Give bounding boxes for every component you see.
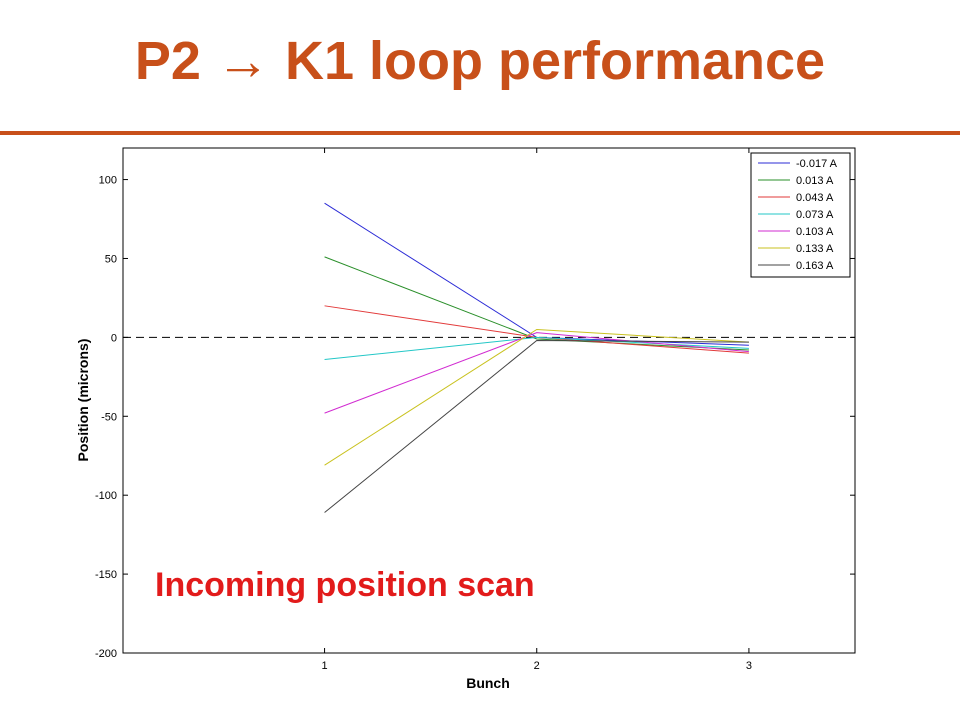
x-tick-label: 1: [322, 660, 328, 672]
series-line-6: [324, 328, 749, 466]
legend-label-2: 0.013 A: [796, 175, 834, 187]
series-line-7: [324, 340, 749, 513]
y-tick-label: 50: [105, 253, 117, 265]
legend-box: [750, 152, 851, 278]
y-axis-label: Position (microns): [75, 339, 91, 462]
title-divider: [0, 131, 960, 135]
y-tick-label: 100: [99, 175, 117, 187]
legend-label-3: 0.043 A: [796, 192, 834, 204]
series-line-2: [324, 256, 749, 351]
series-lines: [324, 202, 749, 513]
y-tick-label: -200: [95, 648, 117, 660]
y-tick-label: -50: [101, 411, 117, 423]
y-tick-label: 0: [111, 332, 117, 344]
slide-title: P2 → K1 loop performance: [134, 31, 826, 91]
plot-frame: [122, 147, 856, 654]
legend-label-1: -0.017 A: [796, 158, 838, 170]
y-tick-label: -150: [95, 569, 117, 581]
legend-label-4: 0.073 A: [796, 209, 834, 221]
series-line-5: [324, 332, 749, 414]
legend: -0.017 A 0.013 A 0.043 A 0.073 A 0.103 A 0.13…: [750, 152, 851, 278]
series-line-4: [324, 336, 749, 360]
axis-ticks: 100 50 0 -50 -100 -150 -200 1 2 3: [95, 148, 855, 672]
x-axis-label: Bunch: [466, 675, 510, 691]
x-tick-label: 3: [746, 660, 752, 672]
legend-label-5: 0.103 A: [796, 226, 834, 238]
scan-annotation: Incoming position scan: [155, 566, 535, 604]
y-tick-label: -100: [95, 490, 117, 502]
legend-label-7: 0.163 A: [796, 260, 834, 272]
x-tick-label: 2: [534, 660, 540, 672]
legend-label-6: 0.133 A: [796, 243, 834, 255]
